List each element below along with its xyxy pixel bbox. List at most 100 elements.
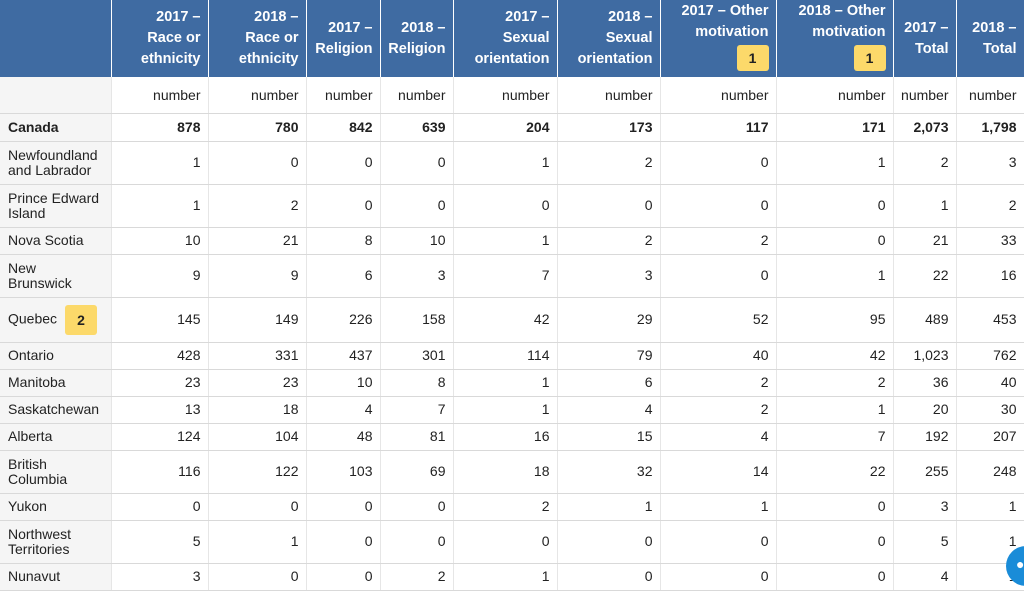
table-cell: 104 [208, 423, 307, 451]
table-cell: 453 [956, 297, 1024, 343]
table-body: Canada 878 780 842 639 204 173 117 171 2,073 1,798… [0, 113, 1024, 591]
table-cell: 0 [660, 184, 777, 228]
footnote-button[interactable]: 1 [736, 45, 769, 71]
footnote-button[interactable]: 1 [853, 45, 886, 71]
table-cell: 40 [660, 342, 777, 370]
table-cell: 10 [380, 227, 454, 255]
table-cell: 158 [380, 297, 454, 343]
table-cell: 192 [893, 423, 957, 451]
table-cell: 301 [380, 342, 454, 370]
table-cell: 2 [660, 227, 777, 255]
table-row: Nunavut3002100041 [0, 563, 1024, 591]
table-cell: 21 [208, 227, 307, 255]
table-cell: 124 [111, 423, 209, 451]
table-cell: 3 [956, 141, 1024, 185]
table-cell: 1 [111, 141, 209, 185]
column-header: 2017 – Other motivation 1 [660, 0, 777, 77]
table-cell: 22 [893, 254, 957, 298]
table-cell: 171 [776, 113, 894, 142]
row-header: New Brunswick [0, 254, 112, 298]
table-cell: 21 [893, 227, 957, 255]
table-cell: 6 [306, 254, 381, 298]
table-cell: 0 [557, 184, 661, 228]
row-header: Nunavut [0, 563, 112, 591]
table-cell: 3 [380, 254, 454, 298]
row-label: Yukon [8, 498, 47, 514]
table-cell: 5 [893, 520, 957, 564]
unit-label: number [660, 77, 777, 114]
table-cell: 1 [776, 254, 894, 298]
table-row: Quebec 2 145 149 226 158 42 29 52 95 489 453 [0, 297, 1024, 343]
table-cell: 2 [660, 396, 777, 424]
table-cell: 489 [893, 297, 957, 343]
table-cell: 0 [380, 520, 454, 564]
table-cell: 0 [776, 493, 894, 521]
table-cell: 248 [956, 450, 1024, 494]
table-cell: 145 [111, 297, 209, 343]
table-cell: 1,023 [893, 342, 957, 370]
row-label: Ontario [8, 347, 54, 363]
footnote-button[interactable]: 2 [65, 304, 98, 335]
table-cell: 0 [776, 227, 894, 255]
unit-label: number [306, 77, 381, 114]
table-cell: 18 [208, 396, 307, 424]
table-cell: 117 [660, 113, 777, 142]
table-row: Prince Edward Island 1 2 0 0 0 0 0 0 1 2 [0, 184, 1024, 228]
row-label: Newfoundland and Labrador [8, 146, 98, 178]
table-cell: 2 [956, 184, 1024, 228]
row-label: Quebec [8, 310, 58, 327]
table-cell: 639 [380, 113, 454, 142]
table-cell: 1 [557, 493, 661, 521]
table-cell: 1 [776, 141, 894, 185]
table-cell: 331 [208, 342, 307, 370]
table-cell: 1 [453, 369, 558, 397]
table-cell: 437 [306, 342, 381, 370]
row-label: Nunavut [8, 568, 61, 584]
column-header: 2018 – Sexual orientation [557, 0, 661, 77]
table-row: Ontario 428 331 437 301 114 79 40 42 1,023 762 [0, 342, 1024, 370]
table-row: Saskatchewan 13 18 4 7 1 4 2 1 20 30 [0, 396, 1024, 424]
table-row: British Columbia 116 122 103 69 18 32 14 22 255 24… [0, 450, 1024, 494]
table-cell: 0 [660, 563, 777, 591]
table-cell: 173 [557, 113, 661, 142]
help-fab-button[interactable]: ● [1006, 546, 1024, 586]
table-cell: 4 [893, 563, 957, 591]
table-row: Newfoundland and Labrador 1 0 0 0 1 2 0 1 2 3 [0, 141, 1024, 185]
table-cell: 1 [893, 184, 957, 228]
column-header-label: 2017 – Other motivation [681, 3, 769, 40]
table-cell: 2 [776, 369, 894, 397]
table-cell: 1 [453, 396, 558, 424]
table-cell: 10 [306, 369, 381, 397]
table-cell: 7 [776, 423, 894, 451]
table-cell: 42 [776, 342, 894, 370]
row-header: Manitoba [0, 369, 112, 397]
unit-label: number [111, 77, 209, 114]
table-cell: 16 [453, 423, 558, 451]
table-cell: 2 [557, 227, 661, 255]
table-cell: 2 [893, 141, 957, 185]
table-row: Yukon 0 0 0 0 2 1 1 0 3 1 [0, 493, 1024, 521]
unit-label: number [380, 77, 454, 114]
table-cell: 20 [893, 396, 957, 424]
table-cell: 207 [956, 423, 1024, 451]
table-cell: 0 [306, 493, 381, 521]
row-header: Yukon [0, 493, 112, 521]
table-cell: 0 [306, 520, 381, 564]
table-cell: 1 [111, 184, 209, 228]
table-cell: 0 [208, 563, 307, 591]
table-cell: 122 [208, 450, 307, 494]
row-header: Prince Edward Island [0, 184, 112, 228]
column-header: 2017 – Race or ethnicity [111, 0, 209, 77]
table-cell: 18 [453, 450, 558, 494]
table-row: Nova Scotia 10 21 8 10 1 2 2 0 21 33 [0, 227, 1024, 255]
row-header: Northwest Territories [0, 520, 112, 564]
table-cell: 1 [956, 493, 1024, 521]
table-cell: 22 [776, 450, 894, 494]
row-label: Saskatchewan [8, 401, 100, 417]
table-cell: 30 [956, 396, 1024, 424]
row-header: Canada [0, 113, 112, 142]
column-header-label: 2018 – Other motivation [798, 3, 886, 40]
table-cell: 0 [453, 184, 558, 228]
header-row: 2017 – Race or ethnicity 2018 – Race or … [0, 0, 1024, 77]
table-cell: 0 [776, 520, 894, 564]
